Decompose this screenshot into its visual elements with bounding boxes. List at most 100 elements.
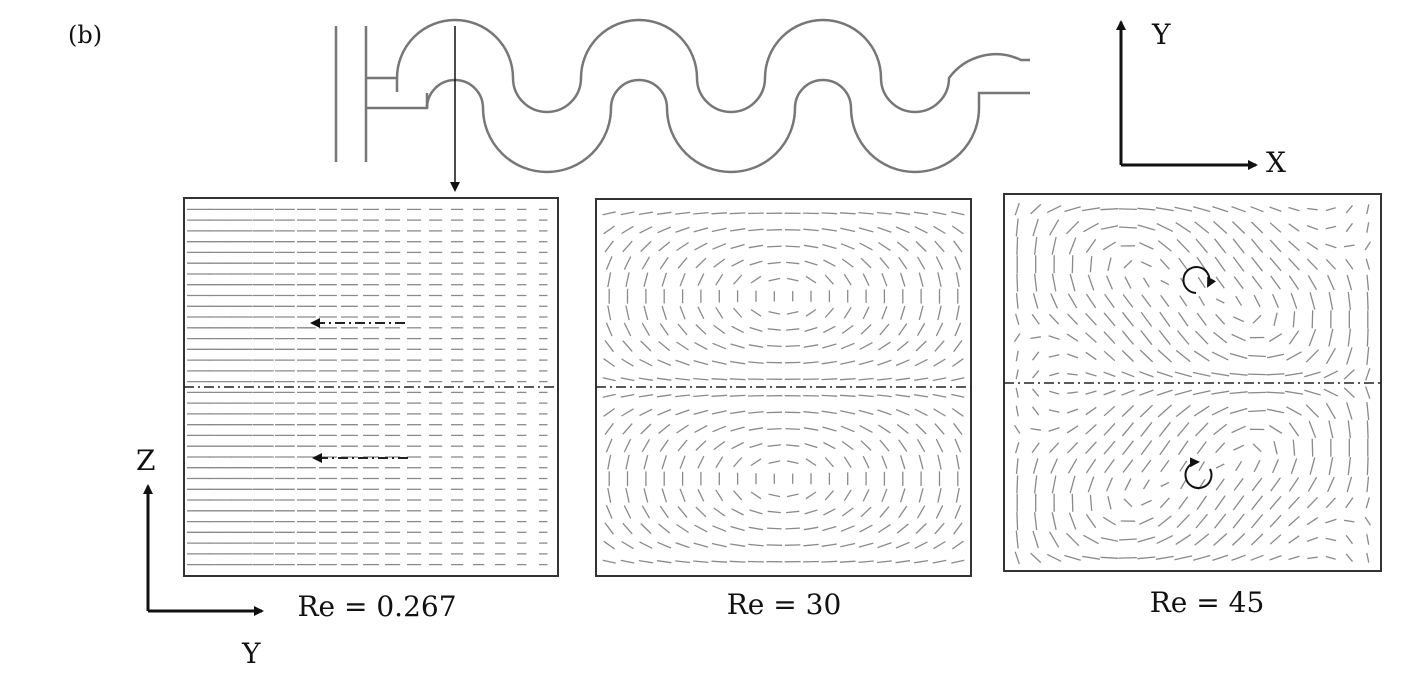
flow-vector <box>1272 293 1279 309</box>
flow-vector <box>862 489 870 502</box>
flow-vector <box>713 258 726 268</box>
flow-vector <box>937 454 942 470</box>
flow-vector <box>607 487 612 503</box>
flow-vector <box>749 509 763 515</box>
flow-vector <box>843 489 852 502</box>
flow-vector <box>1252 314 1262 324</box>
flow-vector <box>1159 311 1171 327</box>
flow-vector <box>657 226 672 234</box>
flow-vector <box>918 305 924 321</box>
flow-vector <box>843 273 852 286</box>
flow-vector <box>1032 458 1039 474</box>
flow-vector <box>1014 442 1020 454</box>
panel-label: (b) <box>68 21 102 49</box>
flow-vector <box>1288 257 1300 271</box>
flow-vector <box>843 456 852 469</box>
flow-vector <box>1328 328 1334 347</box>
flow-vector <box>1215 463 1225 469</box>
flow-vector <box>749 260 763 266</box>
flow-vector <box>877 409 892 416</box>
flow-vector <box>1142 479 1150 490</box>
flow-vector <box>693 560 709 564</box>
flow-vector <box>1366 420 1369 439</box>
flow-vector <box>821 410 837 415</box>
flow-vector <box>1250 533 1264 546</box>
flow-vector <box>1365 386 1371 399</box>
flow-vector <box>933 408 946 417</box>
flow-vector <box>656 377 672 381</box>
flow-vector <box>748 427 764 431</box>
flow-vector <box>805 458 817 467</box>
flow-vector <box>1193 206 1211 213</box>
flow-vector <box>1051 512 1057 531</box>
flow-vector <box>1266 353 1285 359</box>
flow-vector <box>1288 206 1300 212</box>
flow-vector <box>625 305 630 321</box>
flow-vector <box>750 491 762 500</box>
flow-vector <box>1290 292 1298 309</box>
flow-vector <box>1050 293 1058 309</box>
flow-vector <box>841 440 854 451</box>
flow-vector <box>879 506 890 518</box>
flow-vector <box>1211 406 1229 416</box>
flow-vector <box>1307 275 1318 291</box>
flow-vector <box>1085 312 1097 326</box>
flow-vector <box>821 378 838 381</box>
flow-vector <box>1309 292 1316 310</box>
flow-vector <box>679 455 686 469</box>
flow-vector <box>1307 476 1318 492</box>
flow-vector <box>605 504 613 519</box>
flow-vector <box>824 274 834 285</box>
flow-vector <box>840 542 856 548</box>
flow-vector <box>623 322 632 337</box>
flow-vector <box>1212 205 1229 213</box>
flow-vector <box>896 423 909 435</box>
flow-vector <box>1155 207 1174 212</box>
flow-vector <box>1345 534 1354 545</box>
flow-vector <box>694 342 708 350</box>
flow-vector <box>1347 328 1352 347</box>
flow-vector <box>659 256 669 270</box>
flow-vector <box>1123 259 1133 269</box>
flow-vector <box>1366 204 1370 215</box>
flow-vector <box>1160 294 1170 307</box>
flow-vector <box>1031 351 1040 361</box>
flow-vector <box>823 259 836 267</box>
flow-vector <box>899 305 906 320</box>
flow-vector <box>1121 389 1135 396</box>
flow-vector <box>1100 537 1119 542</box>
flow-vector <box>679 272 686 287</box>
flow-vector <box>1013 424 1021 434</box>
flow-vector <box>607 454 612 470</box>
flow-vector <box>602 559 616 564</box>
flow-vector <box>625 272 630 288</box>
flow-vector <box>658 523 671 534</box>
flow-vector <box>1069 273 1076 292</box>
flow-vector <box>658 241 671 252</box>
flow-vector <box>1193 350 1210 362</box>
flow-vector <box>675 394 691 398</box>
flow-vector <box>1068 237 1077 255</box>
flow-vector <box>1347 420 1352 439</box>
flow-vector <box>1292 311 1296 328</box>
flow-vector <box>729 394 746 397</box>
flow-vector <box>1160 460 1170 473</box>
vortex-marker-lower <box>1184 457 1213 489</box>
flow-vector <box>711 378 728 381</box>
flow-vector <box>1366 476 1370 493</box>
flow-vector <box>1235 460 1243 472</box>
flow-vector <box>786 277 799 282</box>
flow-vector <box>675 409 690 416</box>
flow-vector <box>1160 279 1170 286</box>
flow-vector <box>1251 477 1263 492</box>
flow-vector <box>785 245 800 248</box>
flow-vector <box>1032 293 1039 309</box>
flow-vector <box>1106 477 1113 492</box>
flow-vector <box>954 438 962 453</box>
flow-vector <box>1215 298 1225 304</box>
flow-vector <box>785 427 800 431</box>
flow-vector <box>881 488 888 503</box>
flow-vector <box>1215 478 1225 491</box>
flow-vector <box>1046 205 1062 214</box>
flow-vector <box>1194 221 1210 234</box>
